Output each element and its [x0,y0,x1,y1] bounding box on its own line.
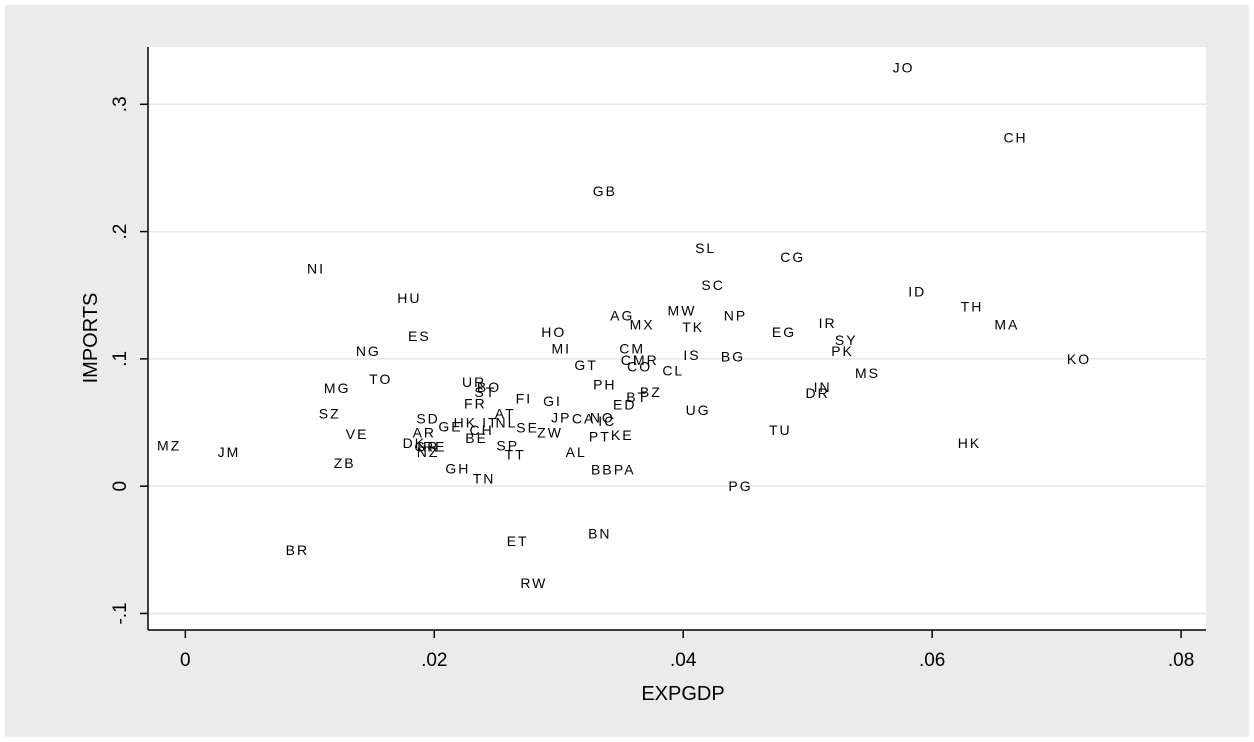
point-label-mx: MX [630,316,655,332]
point-label-ho: HO [541,324,566,340]
point-label-jm: JM [218,444,241,460]
y-axis-title: IMPORTS [80,293,102,384]
point-label-eg: EG [772,324,796,340]
point-label-pt: PT [589,429,611,445]
x-tick-label: .02 [421,650,447,671]
point-label-ko: KO [1067,351,1091,367]
point-label-es: ES [408,328,431,344]
point-label-nl: NL [496,415,518,431]
point-label-id: ID [908,283,926,299]
y-tick-label: .1 [110,351,131,367]
point-label-ke: KE [611,427,634,443]
point-label-bb: BB [591,462,614,478]
point-label-co: CO [627,359,652,375]
point-label-ms: MS [855,365,880,381]
point-label-gi: GI [543,393,562,409]
point-label-ve: VE [346,426,369,442]
point-label-th: TH [961,299,984,315]
point-label-bg: BG [721,348,745,364]
x-tick-label: .04 [670,650,697,671]
point-label-be: BE [465,430,488,446]
point-label-sz: SZ [319,406,341,422]
point-label-cg: CG [780,249,805,265]
x-tick-label: 0 [180,650,191,671]
point-label-jp: JP [551,409,571,425]
point-label-pa: PA [614,462,636,478]
point-label-ug: UG [686,402,711,418]
x-tick-label: .06 [919,650,945,671]
point-label-bn: BN [588,525,611,541]
point-label-tt: TT [505,446,526,462]
point-label-is: IS [683,347,700,363]
x-axis-title: EXPGDP [641,683,724,705]
point-label-gh: GH [445,460,470,476]
point-label-zb: ZB [334,455,356,471]
point-label-ma: MA [994,316,1019,332]
point-label-mi: MI [551,341,571,357]
point-label-pg: PG [728,478,752,494]
point-label-to: TO [369,371,392,387]
y-tick-label: .2 [110,224,131,240]
point-label-ed: ED [613,397,636,413]
point-label-pk: PK [831,343,854,359]
point-label-mz: MZ [157,437,181,453]
point-label-dr: DR [806,385,830,401]
point-label-fr: FR [464,395,487,411]
point-label-nz: NZ [417,444,440,460]
point-label-cl: CL [662,362,684,378]
point-label-ng: NG [356,343,381,359]
point-label-gt: GT [574,357,597,373]
point-label-gb: GB [593,183,617,199]
point-label-hu: HU [397,290,421,306]
point-label-ph: PH [593,376,616,392]
point-label-fi: FI [516,390,532,406]
point-label-se: SE [516,420,539,436]
point-label-ch: CH [1003,129,1027,145]
point-label-jo: JO [893,59,915,75]
point-label-tk: TK [682,319,704,335]
point-label-mg: MG [324,380,351,396]
point-label-al: AL [566,444,587,460]
point-label-ni: NI [307,260,325,276]
point-label-ge: GE [438,418,462,434]
point-label-br: BR [286,542,309,558]
point-label-tu: TU [769,422,792,438]
y-tick-label: -.1 [110,602,131,624]
point-label-sc: SC [701,277,724,293]
point-label-ir: IR [819,315,837,331]
y-tick-label: 0 [110,481,131,492]
x-tick-label: .08 [1168,650,1194,671]
point-label-np: NP [724,308,747,324]
point-label-sl: SL [695,240,716,256]
point-label-et: ET [507,533,529,549]
point-label-rw: RW [520,575,547,591]
point-label-hk: HK [958,435,981,451]
y-tick-label: .3 [110,96,131,112]
point-label-zw: ZW [537,425,563,441]
point-label-mw: MW [668,302,697,318]
point-label-tn: TN [473,471,496,487]
